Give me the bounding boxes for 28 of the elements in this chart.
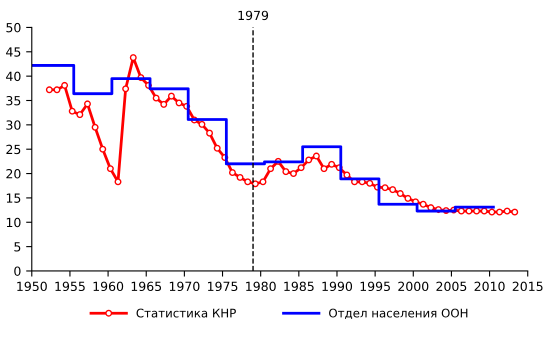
x-tick-label: 1995 xyxy=(360,282,390,292)
y-tick-label: 35 xyxy=(6,96,20,106)
y-tick-label: 5 xyxy=(14,242,20,252)
x-tick-label: 1985 xyxy=(284,282,314,292)
y-tick-label: 15 xyxy=(6,194,20,203)
x-tick-label: 1955 xyxy=(55,282,85,292)
y-tick-label: 50 xyxy=(6,22,21,32)
y-tick-label: 40 xyxy=(6,72,21,82)
x-tick-label: 1975 xyxy=(208,282,238,292)
x-tick-label: 1960 xyxy=(94,282,124,292)
x-tick-label: 1965 xyxy=(132,282,162,292)
x-tick-label: 2000 xyxy=(398,282,428,292)
x-tick-label: 1980 xyxy=(246,282,276,292)
x-tick-label: 1950 xyxy=(17,282,47,292)
x-tick-label: 2005 xyxy=(436,282,466,292)
y-tick-label: 0 xyxy=(14,266,21,276)
y-tick-label: 45 xyxy=(6,47,20,57)
y-tick-label: 25 xyxy=(6,144,20,154)
y-tick-label: 30 xyxy=(6,120,21,130)
y-tick-label: 10 xyxy=(6,218,21,228)
x-tick-label: 2015 xyxy=(512,282,543,292)
x-tick-label: 1990 xyxy=(322,282,352,292)
x-tick-label: 1970 xyxy=(170,282,200,292)
legend-label: Отдел населения ООН xyxy=(329,308,468,319)
y-tick-label: 20 xyxy=(6,169,21,178)
legend-label: Статистика КНР xyxy=(136,308,236,318)
ref-line-label: 1979 xyxy=(238,10,268,20)
x-tick-label: 2010 xyxy=(474,282,505,292)
